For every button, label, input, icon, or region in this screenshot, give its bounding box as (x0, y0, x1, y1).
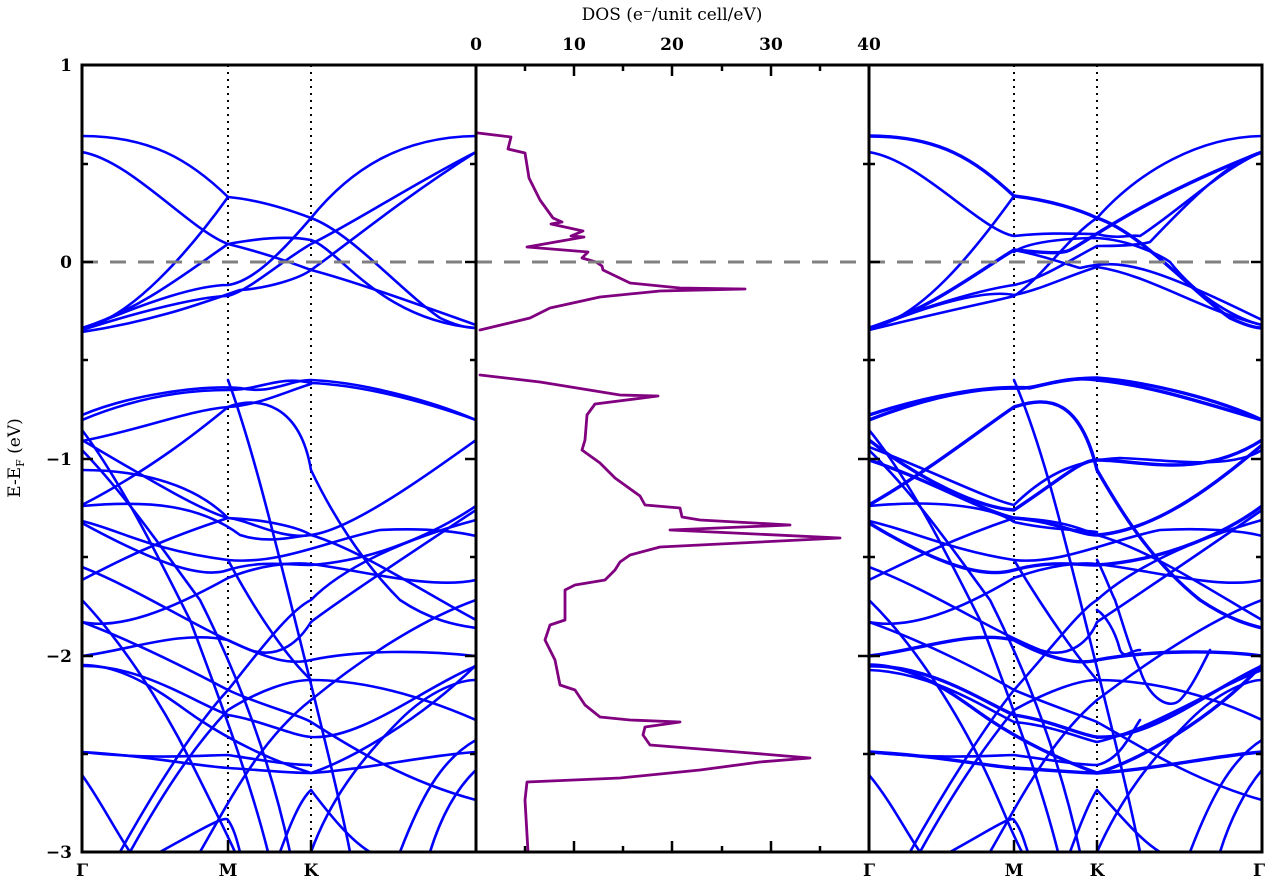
energy-tick-minus1: −1 (46, 450, 72, 470)
energy-tick-minus2: −2 (46, 647, 72, 667)
dos-axis-title: DOS (e⁻/unit cell/eV) (582, 5, 763, 25)
left-k-m: M (219, 861, 238, 881)
energy-axis-title: E-EF (eV) (5, 418, 27, 498)
dos-panel-frame (474, 63, 871, 854)
dos-tick-20: 20 (660, 35, 684, 55)
left-y-ticks (82, 162, 476, 852)
right-k-k: K (1090, 861, 1106, 881)
right-k-m: M (1005, 861, 1024, 881)
energy-tick-minus3: −3 (46, 843, 72, 863)
dos-tick-labels: 0 10 20 30 40 (470, 35, 881, 55)
dos-tick-0: 0 (470, 35, 482, 55)
energy-tick-labels: 1 0 −1 −2 −3 (46, 56, 72, 863)
dos-tick-30: 30 (759, 35, 783, 55)
dos-tick-40: 40 (857, 35, 881, 55)
energy-tick-0: 0 (60, 253, 72, 273)
svg-text:E-EF (eV): E-EF (eV) (5, 418, 27, 498)
left-k-gamma-start: Γ (76, 861, 88, 881)
right-k-gamma-end: Γ (1253, 861, 1265, 881)
right-bands (869, 134, 1262, 852)
energy-tick-1: 1 (60, 56, 72, 76)
dos-curve-lower (478, 373, 842, 852)
right-y-ticks (869, 162, 1262, 852)
right-band-panel: Γ M K Γ (863, 63, 1265, 881)
left-k-k: K (304, 861, 320, 881)
right-k-gamma-start: Γ (863, 861, 875, 881)
dos-x-ticks (523, 65, 869, 852)
dos-tick-10: 10 (562, 35, 586, 55)
left-band-panel: Γ M K (76, 63, 478, 881)
dos-curve-upper (476, 131, 747, 332)
left-bands (82, 134, 476, 852)
dos-panel (474, 63, 871, 854)
